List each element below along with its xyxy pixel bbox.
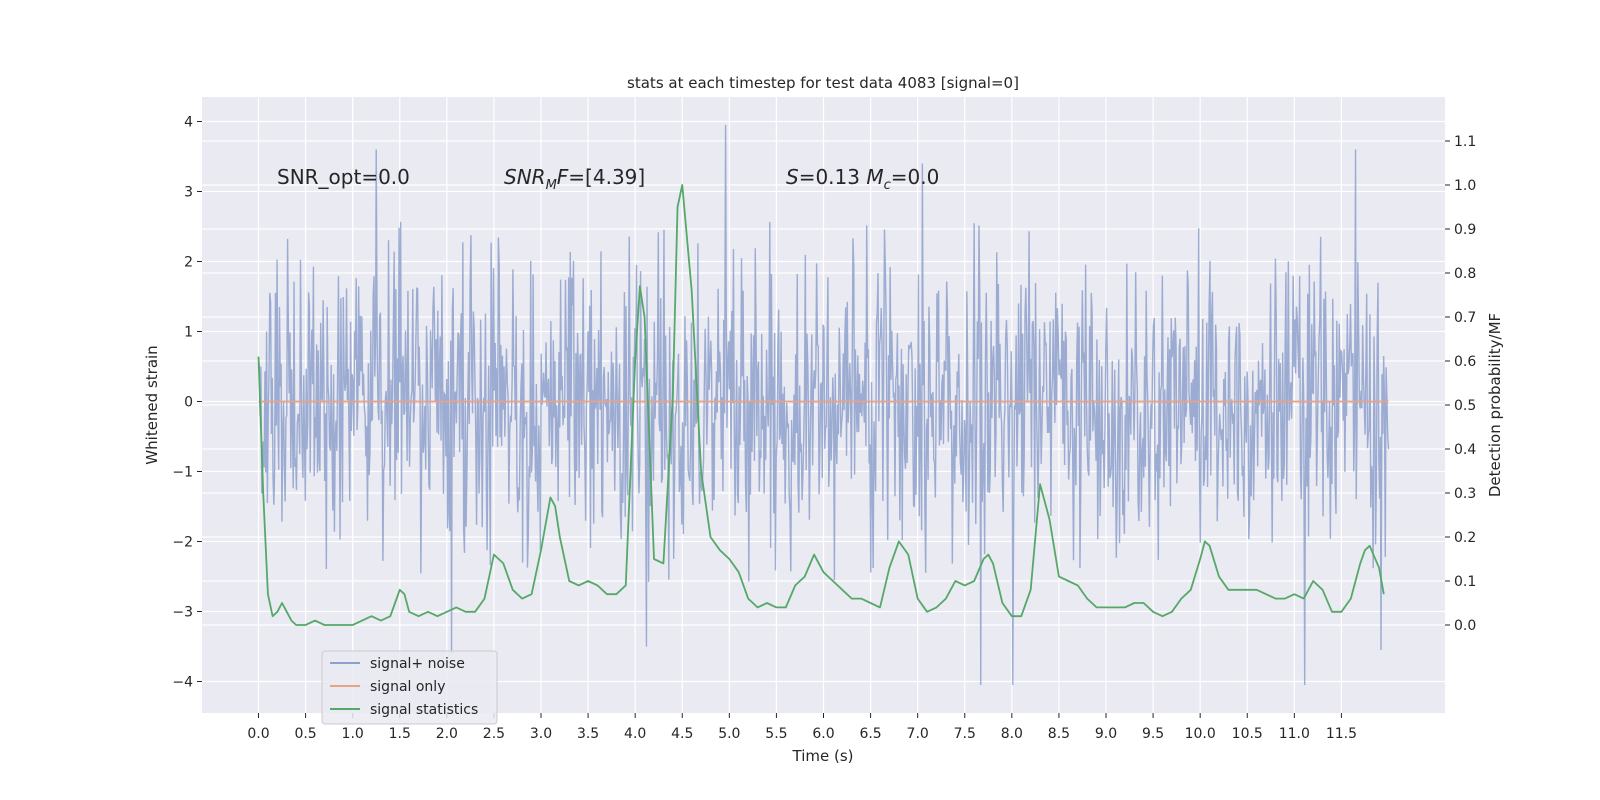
signal-statistics-line <box>257 184 1385 626</box>
y-right-tick-label: 0.2 <box>1454 530 1476 546</box>
y-left-tick-label: 1 <box>184 325 193 341</box>
x-tick-label: 1.0 <box>342 726 364 742</box>
x-tick-label: 9.5 <box>1142 726 1164 742</box>
y-right-tick-label: 0.1 <box>1454 574 1476 590</box>
x-tick-label: 4.0 <box>624 726 646 742</box>
legend-label-signal-statistics: signal statistics <box>370 702 478 718</box>
legend: signal+ noise signal only signal statist… <box>321 650 498 725</box>
x-tick-label: 11.5 <box>1326 726 1357 742</box>
chart-title: stats at each timestep for test data 408… <box>627 74 1019 92</box>
y-right-tick-label: 0.5 <box>1454 398 1476 414</box>
annotation-snr-mf: SNRMF=[4.39] <box>504 165 645 193</box>
series-signal-noise <box>257 124 1390 686</box>
y-right-tick-label: 0.4 <box>1454 442 1476 458</box>
y-right-tick-label: 0.3 <box>1454 486 1476 502</box>
x-tick-label: 7.0 <box>907 726 929 742</box>
x-tick-label: 1.5 <box>389 726 411 742</box>
x-tick-label: 2.0 <box>436 726 458 742</box>
x-tick-label: 8.5 <box>1048 726 1070 742</box>
x-tick-label: 7.5 <box>954 726 976 742</box>
y-right-tick-label: 1.0 <box>1454 178 1476 194</box>
series-signal-statistics <box>257 184 1385 626</box>
y-left-tick-label: −4 <box>172 675 193 691</box>
x-tick-label: 0.0 <box>247 726 269 742</box>
y-right-axis-title: Detection probability/MF <box>1486 313 1504 497</box>
x-tick-label: 6.0 <box>812 726 834 742</box>
y-right-tick-label: 0.0 <box>1454 618 1476 634</box>
x-tick-label: 5.5 <box>765 726 787 742</box>
y-left-tick-label: 0 <box>184 395 193 411</box>
signal-noise-line <box>257 124 1390 686</box>
y-left-tick-label: −3 <box>172 605 193 621</box>
y-left-tick-label: 2 <box>184 255 193 271</box>
x-tick-label: 3.0 <box>530 726 552 742</box>
y-right-tick-label: 0.8 <box>1454 266 1476 282</box>
x-tick-label: 0.5 <box>294 726 316 742</box>
y-left-tick-label: 4 <box>184 115 193 131</box>
x-tick-label: 11.0 <box>1279 726 1310 742</box>
annotation-snr-opt: SNR_opt=0.0 <box>277 165 410 189</box>
annotation-s-mc: S=0.13 Mc=0.0 <box>786 165 939 193</box>
y-left-axis-title: Whitened strain <box>143 345 161 464</box>
x-tick-label: 10.5 <box>1232 726 1263 742</box>
annotations: SNR_opt=0.0 SNRMF=[4.39] S=0.13 Mc=0.0 <box>277 165 939 193</box>
x-tick-label: 5.0 <box>718 726 740 742</box>
y-left-tick-label: −1 <box>172 465 193 481</box>
legend-label-signal-noise: signal+ noise <box>370 656 465 672</box>
x-tick-label: 10.0 <box>1185 726 1216 742</box>
y-right-gridlines <box>202 140 1445 626</box>
x-tick-label: 6.5 <box>859 726 881 742</box>
x-tick-label: 3.5 <box>577 726 599 742</box>
y-left-axis-ticks: −4 −3 −2 −1 0 1 2 3 4 <box>172 115 202 691</box>
y-right-tick-label: 0.6 <box>1454 354 1476 370</box>
y-right-axis-ticks: 0.0 0.1 0.2 0.3 0.4 0.5 0.6 0.7 0.8 0.9 1.0 1.1 <box>1445 134 1476 634</box>
x-axis-title: Time (s) <box>792 747 854 765</box>
y-right-tick-label: 0.7 <box>1454 310 1476 326</box>
x-tick-label: 2.5 <box>483 726 505 742</box>
y-right-tick-label: 0.9 <box>1454 222 1476 238</box>
x-tick-label: 9.0 <box>1095 726 1117 742</box>
legend-box <box>321 650 498 725</box>
y-left-tick-label: −2 <box>172 535 193 551</box>
x-tick-label: 4.5 <box>671 726 693 742</box>
y-right-tick-label: 1.1 <box>1454 134 1476 150</box>
y-left-tick-label: 3 <box>184 185 193 201</box>
x-axis-ticks: 0.0 0.5 1.0 1.5 2.0 2.5 3.0 3.5 4.0 4.5 5.0 5.5 6.0 6… <box>247 713 1357 742</box>
x-tick-label: 8.0 <box>1001 726 1023 742</box>
legend-label-signal-only: signal only <box>370 679 445 695</box>
